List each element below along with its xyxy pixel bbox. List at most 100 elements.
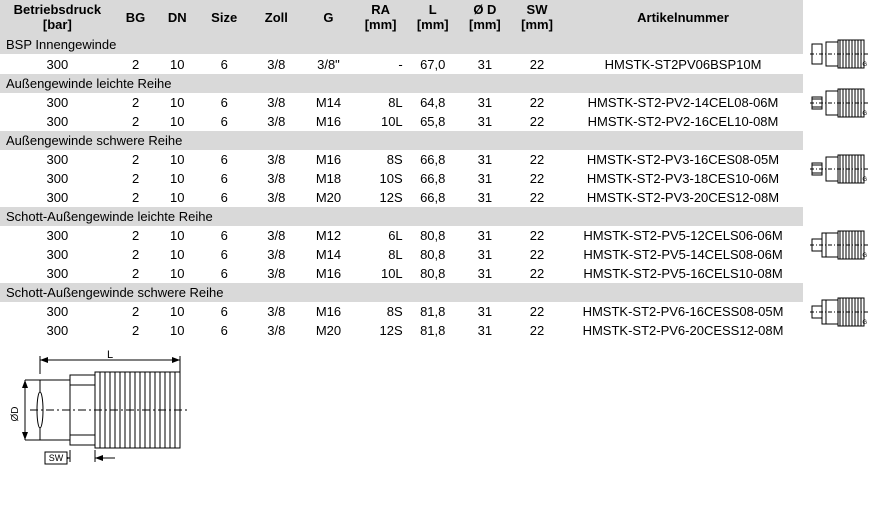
table-row: 30021063/8M126L80,83122HMSTK-ST2-PV5-12C… <box>0 226 876 245</box>
cell-zoll: 3/8 <box>250 321 302 340</box>
cell-bd: 300 <box>0 54 115 74</box>
cell-g: 3/8" <box>302 54 354 74</box>
col-betriebsdruck: Betriebsdruck [bar] <box>0 0 115 34</box>
col-art: Artikelnummer <box>563 0 803 34</box>
table-row: 30021063/8M168S81,83122HMSTK-ST2-PV6-16C… <box>0 302 876 321</box>
cell-size: 6 <box>198 93 250 112</box>
table-row: 30021063/8M1610L65,83122HMSTK-ST2-PV2-16… <box>0 112 876 131</box>
cell-size: 6 <box>198 188 250 207</box>
cell-bd: 300 <box>0 93 115 112</box>
cell-d: 31 <box>459 169 511 188</box>
cell-bd: 300 <box>0 321 115 340</box>
cell-bg: 2 <box>115 169 157 188</box>
cell-size: 6 <box>198 169 250 188</box>
svg-text:G: G <box>863 111 868 117</box>
cell-bg: 2 <box>115 302 157 321</box>
cell-d: 31 <box>459 321 511 340</box>
cell-l: 67,0 <box>407 54 459 74</box>
svg-text:G: G <box>863 253 868 259</box>
cell-art: HMSTK-ST2-PV2-14CEL08-06M <box>563 93 803 112</box>
col-dn: DN <box>156 0 198 34</box>
cell-bg: 2 <box>115 150 157 169</box>
cell-zoll: 3/8 <box>250 188 302 207</box>
cell-art: HMSTK-ST2-PV3-16CES08-05M <box>563 150 803 169</box>
cell-g: M16 <box>302 150 354 169</box>
table-row: 30021063/8M1810S66,83122HMSTK-ST2-PV3-18… <box>0 169 876 188</box>
cell-g: M16 <box>302 112 354 131</box>
cell-art: HMSTK-ST2-PV5-14CELS08-06M <box>563 245 803 264</box>
cell-ra: 10L <box>355 264 407 283</box>
cell-zoll: 3/8 <box>250 245 302 264</box>
cell-dn: 10 <box>156 112 198 131</box>
cell-dn: 10 <box>156 226 198 245</box>
cell-d: 31 <box>459 226 511 245</box>
thumb-diagram: G <box>803 34 876 74</box>
cell-bg: 2 <box>115 54 157 74</box>
cell-zoll: 3/8 <box>250 302 302 321</box>
table-row: 30021063/8M1610L80,83122HMSTK-ST2-PV5-16… <box>0 264 876 283</box>
cell-art: HMSTK-ST2-PV3-18CES10-06M <box>563 169 803 188</box>
cell-bg: 2 <box>115 264 157 283</box>
cell-bd: 300 <box>0 188 115 207</box>
cell-g: M12 <box>302 226 354 245</box>
cell-bg: 2 <box>115 321 157 340</box>
cell-dn: 10 <box>156 321 198 340</box>
cell-zoll: 3/8 <box>250 150 302 169</box>
cell-sw: 22 <box>511 54 563 74</box>
category-row: Außengewinde schwere ReiheG <box>0 131 876 150</box>
table-row: 30021063/8M168S66,83122HMSTK-ST2-PV3-16C… <box>0 150 876 169</box>
thumb-diagram: G <box>803 207 876 283</box>
cell-ra: 8S <box>355 150 407 169</box>
cell-l: 81,8 <box>407 302 459 321</box>
category-title: Außengewinde leichte Reihe <box>0 74 803 93</box>
cell-bg: 2 <box>115 226 157 245</box>
cell-sw: 22 <box>511 93 563 112</box>
cell-size: 6 <box>198 150 250 169</box>
cell-dn: 10 <box>156 169 198 188</box>
cell-g: M16 <box>302 264 354 283</box>
cell-d: 31 <box>459 264 511 283</box>
cell-ra: 10S <box>355 169 407 188</box>
cell-ra: 10L <box>355 112 407 131</box>
col-sw: SW[mm] <box>511 0 563 34</box>
label-sw: SW <box>49 453 64 463</box>
cell-zoll: 3/8 <box>250 93 302 112</box>
cell-dn: 10 <box>156 150 198 169</box>
cell-bd: 300 <box>0 245 115 264</box>
category-title: Schott-Außengewinde leichte Reihe <box>0 207 803 226</box>
col-bg: BG <box>115 0 157 34</box>
cell-size: 6 <box>198 264 250 283</box>
cell-g: M20 <box>302 188 354 207</box>
cell-g: M14 <box>302 245 354 264</box>
cell-zoll: 3/8 <box>250 226 302 245</box>
dimension-diagram: L ØD <box>0 340 876 473</box>
col-thumb <box>803 0 876 34</box>
svg-text:G: G <box>863 177 868 183</box>
thumb-diagram: G <box>803 74 876 131</box>
cell-ra: 8L <box>355 93 407 112</box>
cell-l: 66,8 <box>407 188 459 207</box>
cell-dn: 10 <box>156 54 198 74</box>
cell-ra: 6L <box>355 226 407 245</box>
cell-sw: 22 <box>511 264 563 283</box>
cell-sw: 22 <box>511 112 563 131</box>
cell-ra: 8L <box>355 245 407 264</box>
cell-art: HMSTK-ST2-PV3-20CES12-08M <box>563 188 803 207</box>
category-row: Schott-Außengewinde leichte ReiheG <box>0 207 876 226</box>
cell-bg: 2 <box>115 188 157 207</box>
cell-bd: 300 <box>0 169 115 188</box>
cell-bd: 300 <box>0 112 115 131</box>
cell-zoll: 3/8 <box>250 54 302 74</box>
cell-size: 6 <box>198 226 250 245</box>
cell-ra: 8S <box>355 302 407 321</box>
cell-bg: 2 <box>115 93 157 112</box>
cell-l: 65,8 <box>407 112 459 131</box>
cell-zoll: 3/8 <box>250 112 302 131</box>
cell-dn: 10 <box>156 188 198 207</box>
col-l: L[mm] <box>407 0 459 34</box>
cell-dn: 10 <box>156 302 198 321</box>
cell-size: 6 <box>198 321 250 340</box>
cell-size: 6 <box>198 112 250 131</box>
cell-sw: 22 <box>511 188 563 207</box>
category-title: BSP Innengewinde <box>0 34 803 54</box>
